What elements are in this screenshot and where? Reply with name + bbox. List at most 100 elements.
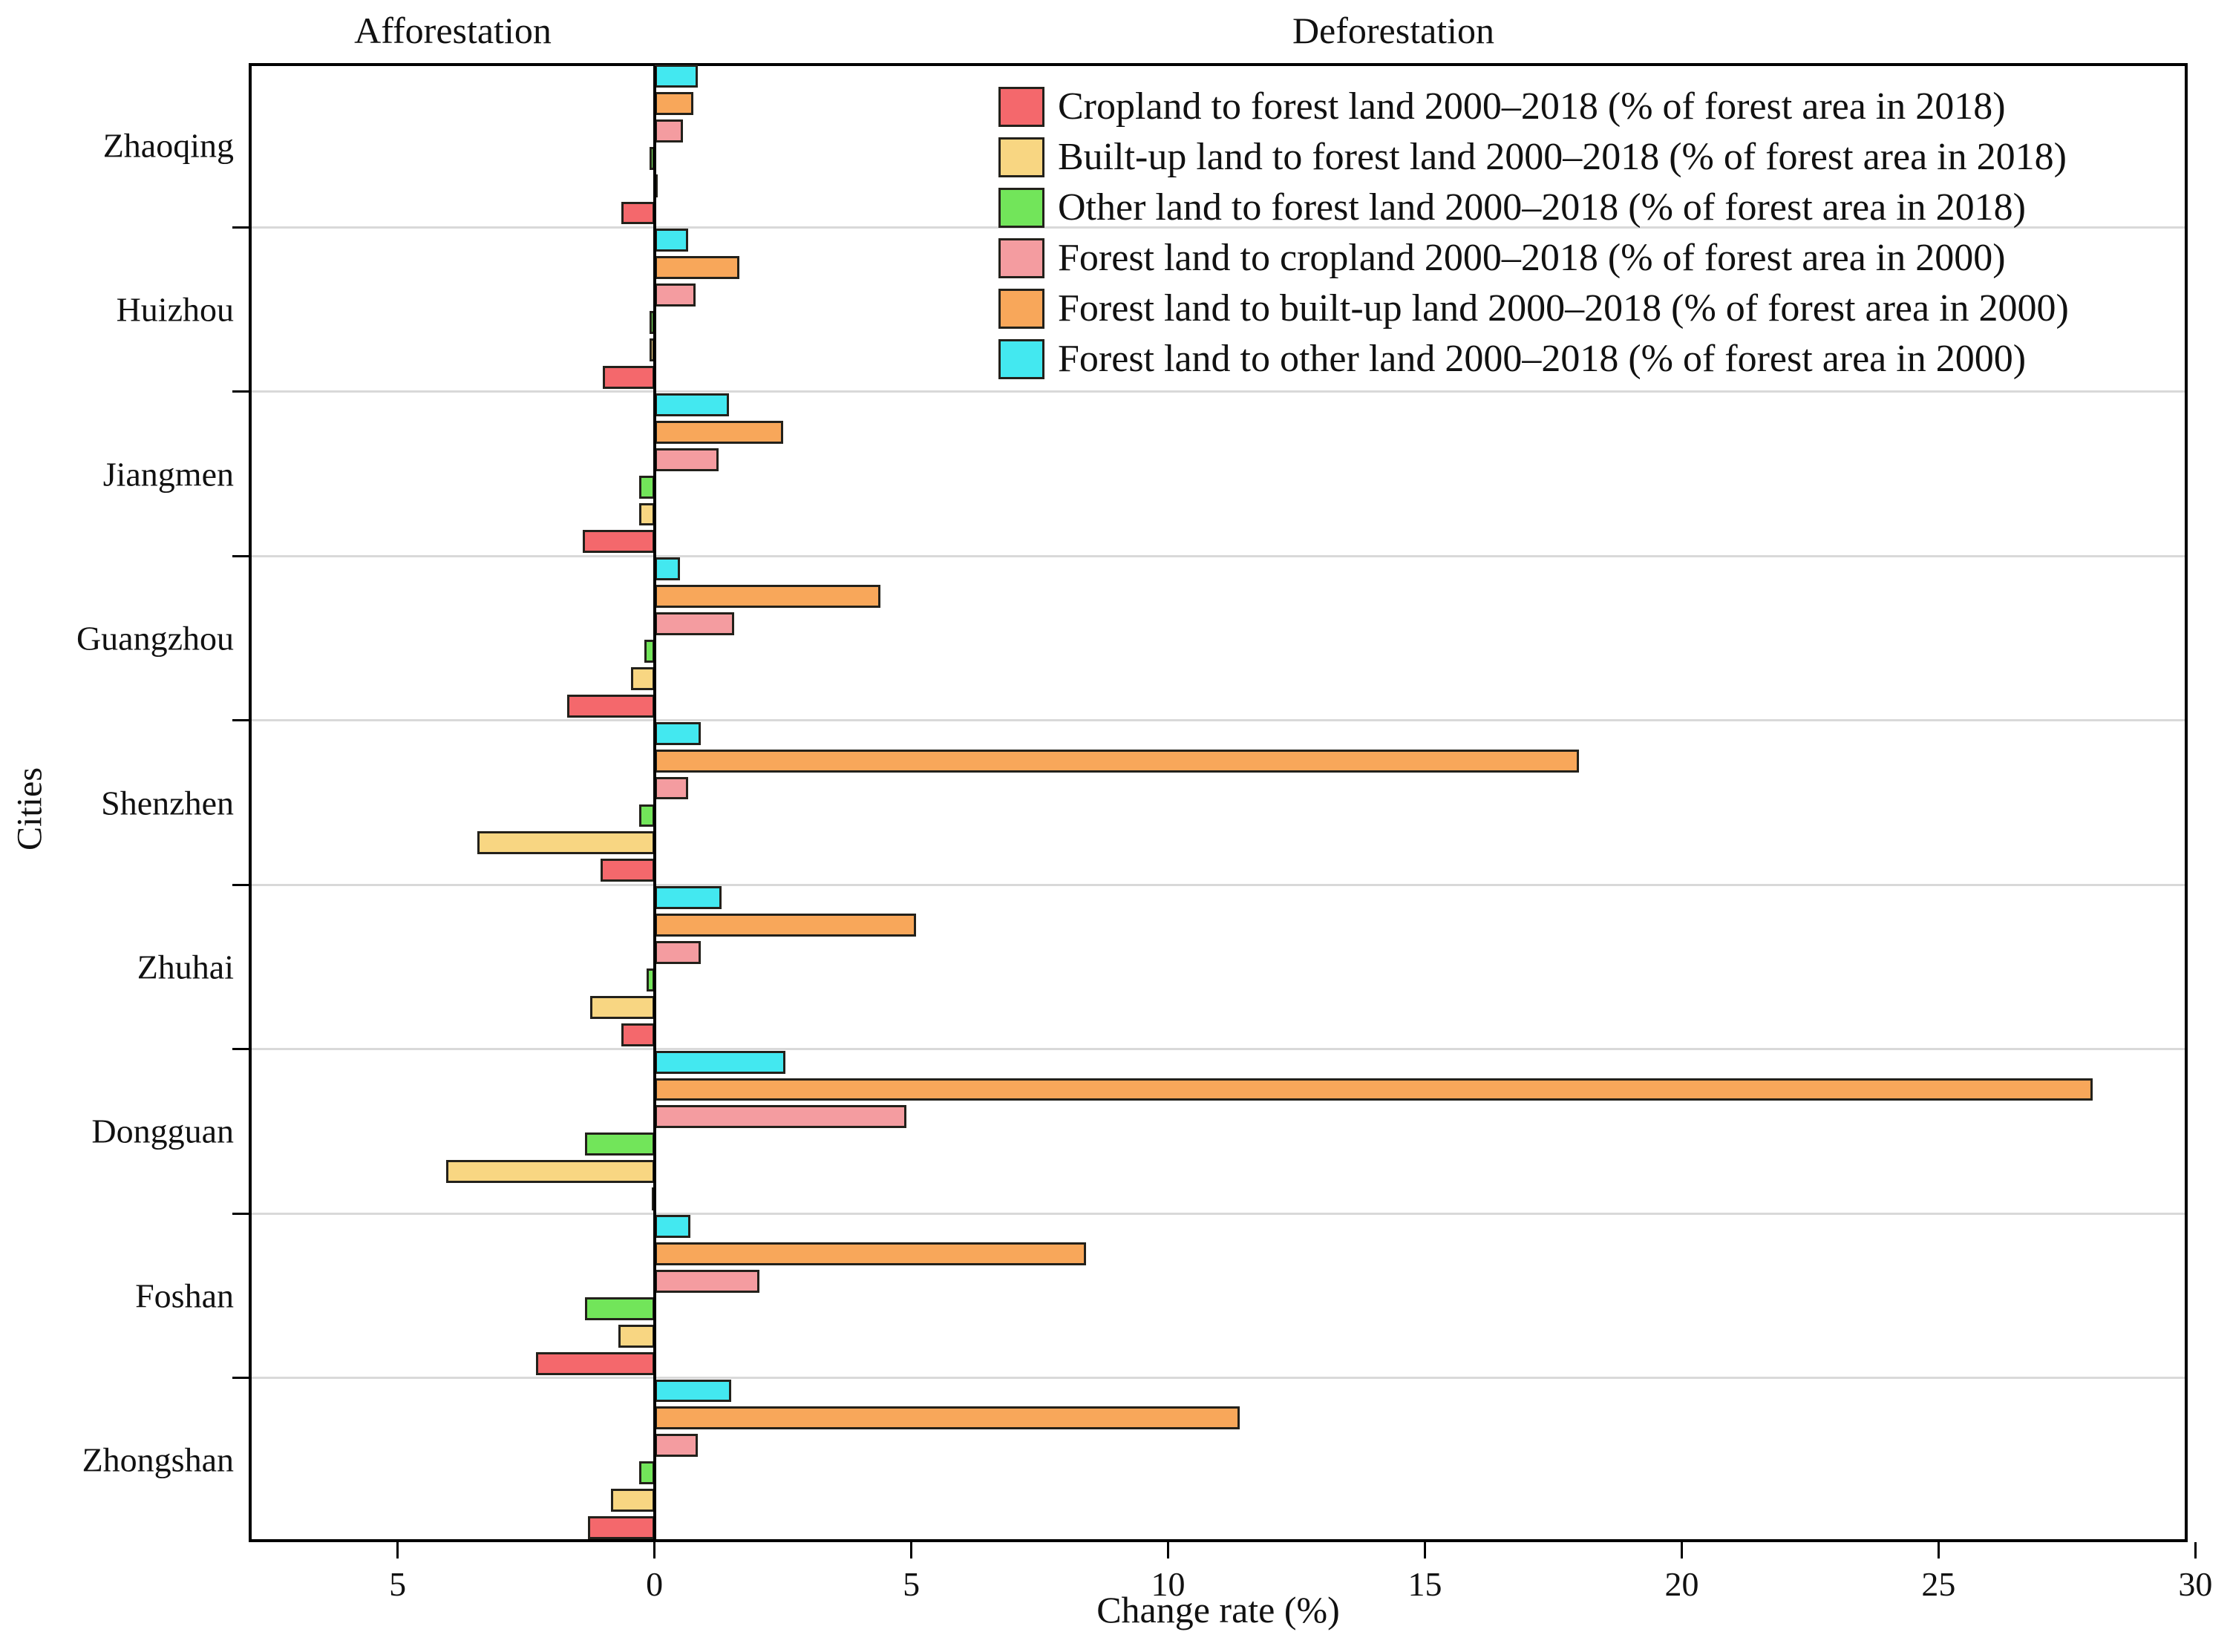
x-axis-tick-label: 25	[1921, 1565, 1956, 1603]
legend-label-forest_to_other: Forest land to other land 2000–2018 (% o…	[1058, 338, 2027, 380]
bar-forest_to_cropland-foshan	[654, 1269, 760, 1293]
bar-builtup_to_forest-guangzhou	[631, 666, 655, 690]
y-axis-tick	[232, 719, 249, 722]
bar-forest_to_builtup-huizhou	[654, 256, 739, 280]
bar-forest_to_builtup-zhaoqing	[654, 91, 693, 115]
legend-swatch-forest_to_cropland	[998, 238, 1044, 278]
bar-forest_to_other-zhuhai	[654, 886, 722, 910]
city-label-zhaoqing: Zhaoqing	[102, 126, 234, 165]
bar-cropland_to_forest-zhaoqing	[621, 201, 655, 225]
bar-cropland_to_forest-shenzhen	[600, 859, 655, 882]
bar-forest_to_cropland-dongguan	[654, 1105, 906, 1129]
y-axis-tick	[232, 883, 249, 886]
y-axis-tick	[232, 554, 249, 557]
bar-forest_to_cropland-huizhou	[654, 283, 696, 307]
bar-forest_to_cropland-jiangmen	[654, 448, 719, 471]
x-axis-tick	[1167, 1542, 1170, 1558]
city-label-shenzhen: Shenzhen	[101, 784, 234, 822]
bar-forest_to_cropland-guangzhou	[654, 612, 734, 636]
band-separator-gridline	[252, 1212, 2185, 1215]
x-axis-tick-label: 10	[1151, 1565, 1186, 1603]
x-axis-title-change-rate: Change rate (%)	[1096, 1589, 1340, 1630]
city-label-jiangmen: Jiangmen	[102, 455, 234, 494]
band-separator-gridline	[252, 554, 2185, 557]
bar-other_to_forest-zhongshan	[638, 1461, 655, 1485]
bar-forest_to_other-dongguan	[654, 1050, 786, 1074]
x-axis-tick	[396, 1542, 399, 1558]
x-axis-tick-label: 15	[1407, 1565, 1442, 1603]
band-separator-gridline	[252, 883, 2185, 886]
bar-forest_to_cropland-zhongshan	[654, 1434, 699, 1458]
city-label-guangzhou: Guangzhou	[76, 619, 234, 658]
city-label-zhuhai: Zhuhai	[137, 948, 234, 986]
x-axis-tick	[910, 1542, 913, 1558]
x-axis-tick-label: 5	[903, 1565, 921, 1603]
x-axis-tick-label: 30	[2178, 1565, 2213, 1603]
bar-forest_to_other-zhongshan	[654, 1379, 732, 1403]
bar-forest_to_other-foshan	[654, 1215, 691, 1239]
bar-other_to_forest-shenzhen	[638, 804, 655, 827]
bar-forest_to_builtup-jiangmen	[654, 420, 783, 444]
legend-swatch-forest_to_builtup	[998, 289, 1044, 329]
city-label-foshan: Foshan	[135, 1276, 234, 1315]
legend-swatch-builtup_to_forest	[998, 137, 1044, 177]
bar-cropland_to_forest-zhongshan	[587, 1516, 655, 1539]
legend-label-forest_to_builtup: Forest land to built-up land 2000–2018 (…	[1058, 287, 2069, 330]
legend-label-builtup_to_forest: Built-up land to forest land 2000–2018 (…	[1058, 136, 2067, 178]
bar-forest_to_other-huizhou	[654, 229, 688, 252]
y-axis-tick	[232, 1212, 249, 1215]
bar-forest_to_other-guangzhou	[654, 557, 681, 581]
x-axis-tick	[1937, 1542, 1940, 1558]
legend-label-cropland_to_forest: Cropland to forest land 2000–2018 (% of …	[1058, 85, 2006, 128]
bar-forest_to_builtup-zhongshan	[654, 1406, 1240, 1430]
band-separator-gridline	[252, 719, 2185, 722]
x-axis-tick-label: 20	[1664, 1565, 1699, 1603]
city-label-zhongshan: Zhongshan	[82, 1440, 234, 1479]
bar-builtup_to_forest-foshan	[618, 1324, 655, 1348]
x-axis-tick-label: 5	[389, 1565, 407, 1603]
bar-builtup_to_forest-shenzhen	[477, 831, 655, 855]
zero-axis-line	[653, 66, 656, 1539]
deforestation-title: Deforestation	[1292, 10, 1495, 51]
band-separator-gridline	[252, 226, 2185, 229]
bar-forest_to_builtup-guangzhou	[654, 585, 881, 609]
y-axis-tick	[232, 390, 249, 393]
x-axis-tick	[2194, 1542, 2197, 1558]
bar-forest_to_other-zhaoqing	[654, 65, 699, 88]
bar-forest_to_builtup-foshan	[654, 1242, 1086, 1265]
bar-cropland_to_forest-zhuhai	[621, 1023, 655, 1046]
bar-forest_to_cropland-shenzhen	[654, 776, 688, 800]
bar-other_to_forest-dongguan	[585, 1133, 655, 1156]
legend-label-forest_to_cropland: Forest land to cropland 2000–2018 (% of …	[1058, 237, 2006, 279]
bar-other_to_forest-foshan	[585, 1297, 655, 1320]
legend-swatch-other_to_forest	[998, 188, 1044, 228]
bar-forest_to_other-jiangmen	[654, 393, 729, 416]
x-axis-tick	[1680, 1542, 1683, 1558]
bar-cropland_to_forest-huizhou	[603, 365, 655, 389]
bar-forest_to_builtup-shenzhen	[654, 749, 1580, 773]
city-label-dongguan: Dongguan	[91, 1112, 234, 1150]
legend-swatch-forest_to_other	[998, 339, 1044, 379]
city-label-huizhou: Huizhou	[116, 290, 234, 329]
band-separator-gridline	[252, 1048, 2185, 1051]
legend-label-other_to_forest: Other land to forest land 2000–2018 (% o…	[1058, 186, 2026, 229]
bar-forest_to_builtup-zhuhai	[654, 914, 917, 937]
bar-builtup_to_forest-dongguan	[446, 1160, 655, 1184]
bar-forest_to_cropland-zhuhai	[654, 941, 701, 964]
plot-area	[249, 63, 2188, 1542]
legend-swatch-cropland_to_forest	[998, 87, 1044, 127]
x-axis-tick	[1423, 1542, 1426, 1558]
bar-builtup_to_forest-zhuhai	[590, 995, 655, 1019]
band-separator-gridline	[252, 1377, 2185, 1380]
band-separator-gridline	[252, 390, 2185, 393]
bar-builtup_to_forest-zhongshan	[610, 1489, 655, 1512]
bar-cropland_to_forest-jiangmen	[582, 530, 655, 554]
bar-forest_to_builtup-dongguan	[654, 1078, 2093, 1101]
y-axis-tick	[232, 1377, 249, 1380]
x-axis-tick-label: 0	[646, 1565, 664, 1603]
bar-cropland_to_forest-foshan	[536, 1351, 655, 1375]
bar-builtup_to_forest-jiangmen	[638, 502, 655, 526]
bar-forest_to_cropland-zhaoqing	[654, 119, 683, 142]
bar-other_to_forest-jiangmen	[638, 475, 655, 499]
